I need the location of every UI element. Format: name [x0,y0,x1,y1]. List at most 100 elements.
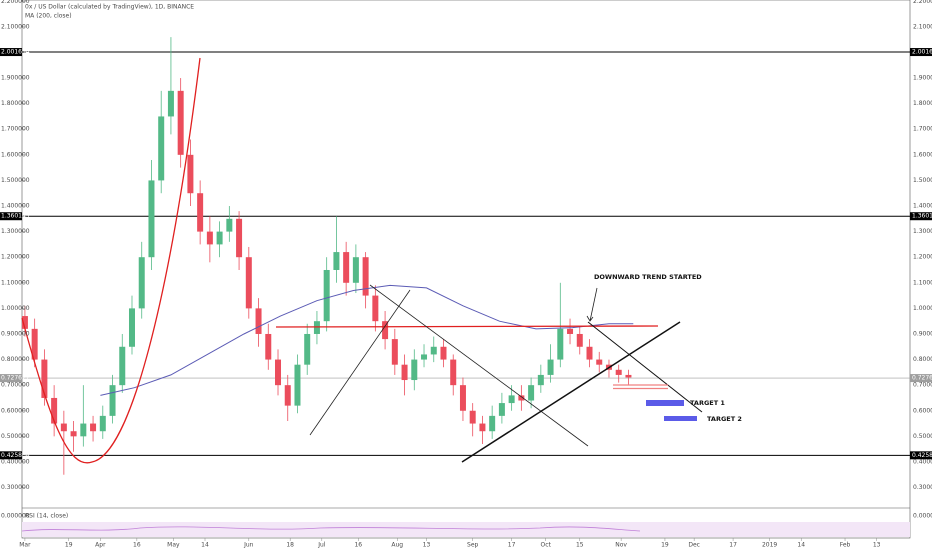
candle-body [31,328,38,360]
candle-body [333,252,340,270]
candle-body [21,316,28,329]
candles [21,37,634,475]
levels: 2.001654 2.001654 1.360145 1.360145 0.727627… [0,48,932,460]
level-label: 1.360145 [1,213,30,220]
y-tick-label: 0.000000 [913,513,932,520]
candle-body [313,321,320,334]
candle-body [206,231,213,245]
x-tick-label: Jul [317,542,326,549]
level-label: 2.001654 [912,49,932,56]
candle-body [284,385,291,406]
y-tick-label: 1.900000 [1,75,30,82]
x-tick-label: 16 [354,542,362,549]
candle-body [391,339,398,365]
x-tick-label: Dec [688,542,700,549]
rsi-band [22,522,910,537]
downtrend-line [587,321,703,413]
candle-body [109,385,116,416]
x-tick-label: Sep [467,542,479,549]
y-tick-label: 1.400000 [1,203,30,210]
candle-body [430,346,437,355]
candle-body [450,359,457,386]
annotation: TARGET 1 [690,399,725,407]
candle-body [401,364,408,381]
trend-line [369,284,589,447]
x-tick-label: 13 [423,542,431,549]
candle-body [615,369,622,375]
x-tick-label: 17 [508,542,516,549]
level-label: 0.727627 [1,375,30,382]
y-tick-label: 1.600000 [1,151,30,158]
y-tick-label: 1.000000 [1,305,30,312]
candle-body [41,359,48,398]
indicator-label: RSI (14, close) [25,513,68,520]
level-tag [910,48,932,57]
candle-body [421,354,428,360]
level-tag [910,451,932,460]
candle-body [265,333,272,360]
x-tick-label: Oct [541,542,552,549]
level-tag [0,48,22,57]
y-tick-label: 0.400000 [1,458,30,465]
level-tag [0,212,22,221]
candle-body [275,359,282,386]
candle-body [70,431,77,437]
y-tick-label: 0.800000 [1,356,30,363]
level-tag [0,374,22,383]
candle-body [99,415,106,432]
candle-body [80,423,87,437]
x-tick-label: Apr [95,542,106,549]
x-tick-label: 19 [661,542,669,549]
candle-body [148,180,155,258]
target-box [664,416,697,421]
level-label: 0.425864 [1,452,30,459]
level-tag [0,451,22,460]
candle-body [362,257,369,296]
candle-body [459,385,466,411]
y-tick-label: 0.500000 [1,433,30,440]
x-tick-label: 19 [65,542,73,549]
y-tick-label: 2.100000 [913,23,932,30]
annotation: DOWNWARD TREND STARTED [594,273,702,281]
candle-body [323,269,330,322]
candle-body [51,397,58,424]
candle-body [498,403,505,416]
candle-body [557,328,564,360]
x-tick-label: Jun [243,542,254,549]
y-tick-label: 0.300000 [913,484,932,491]
y-tick-label: 0.000000 [1,513,30,520]
x-tick-label: 17 [729,542,737,549]
candle-body [489,415,496,432]
candle-body [255,308,262,334]
y-tick-label: 1.100000 [913,279,932,286]
level-tag [910,374,932,383]
candle-body [440,346,447,360]
trend-line [309,289,411,436]
y-tick-label: 1.500000 [913,177,932,184]
candle-body [197,193,204,232]
level-label: 2.001654 [1,49,30,56]
indicator-label: MA (200, close) [25,13,72,20]
y-tick-label: 2.100000 [1,23,30,30]
chart-title: 0x / US Dollar (calculated by TradingVie… [25,4,194,11]
y-tick-label: 0.600000 [913,407,932,414]
y-tick-label: 1.200000 [1,254,30,261]
y-tick-label: 1.700000 [913,126,932,133]
y-tick-label: 1.400000 [913,203,932,210]
x-tick-label: May [167,542,180,549]
y-tick-label: 2.200000 [1,0,30,5]
y-tick-label: 0.700000 [913,382,932,389]
candle-body [508,395,515,404]
candle-body [576,333,583,347]
level-tag [910,212,932,221]
candle-body [352,257,359,283]
x-tick-label: 2019 [762,542,777,549]
candle-body [216,231,223,245]
y-tick-label: 1.800000 [913,100,932,107]
candle-body [567,328,574,334]
candle-body [304,333,311,365]
y-tick-label: 0.900000 [913,330,932,337]
level-label: 1.360145 [912,213,932,220]
candle-body [625,374,632,378]
